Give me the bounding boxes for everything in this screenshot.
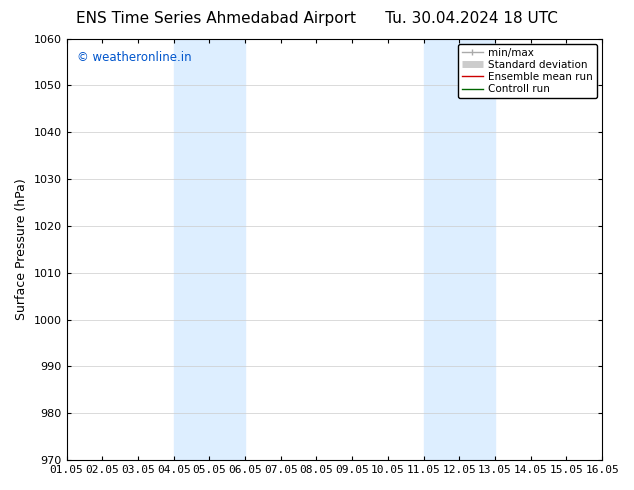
Legend: min/max, Standard deviation, Ensemble mean run, Controll run: min/max, Standard deviation, Ensemble me… [458, 44, 597, 98]
Bar [174, 39, 245, 460]
Text: ENS Time Series Ahmedabad Airport      Tu. 30.04.2024 18 UTC: ENS Time Series Ahmedabad Airport Tu. 30… [76, 11, 558, 26]
Y-axis label: Surface Pressure (hPa): Surface Pressure (hPa) [15, 178, 28, 320]
Text: © weatheronline.in: © weatheronline.in [77, 51, 192, 64]
Bar [424, 39, 495, 460]
